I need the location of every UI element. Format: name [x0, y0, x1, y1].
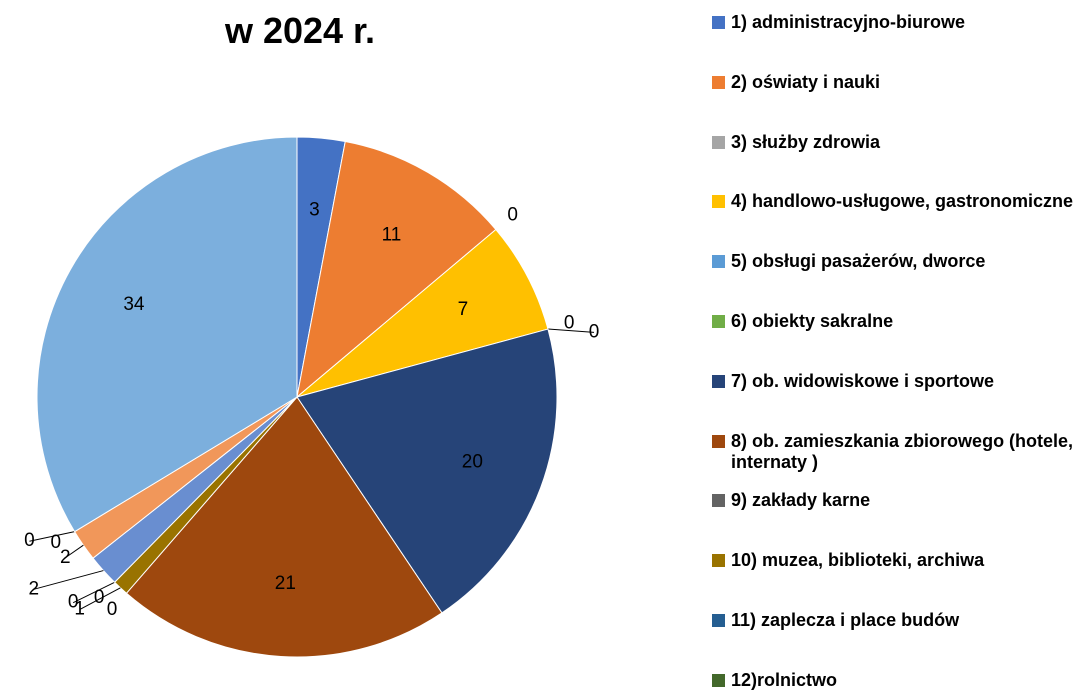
- legend-item: 5) obsługi pasażerów, dworce: [712, 251, 1082, 272]
- pie-slice: [36, 136, 298, 533]
- legend-label: 12)rolnictwo: [731, 669, 838, 690]
- legend-swatch: [712, 255, 725, 269]
- legend-swatch: [712, 673, 725, 687]
- leader-line: [79, 587, 121, 610]
- data-label: 2: [60, 547, 71, 568]
- data-label: 0: [50, 532, 61, 553]
- legend-label: 11) zaplecza i place budów: [731, 610, 960, 630]
- chart-title: w 2024 r.: [224, 10, 376, 51]
- data-label: 0: [68, 592, 79, 613]
- legend-swatch: [712, 494, 725, 508]
- legend-label: 5) obsługi pasażerów, dworce: [731, 251, 986, 272]
- legend-swatch: [712, 16, 725, 29]
- data-label: 0: [94, 587, 105, 608]
- data-label: 20: [462, 452, 483, 473]
- legend-label: 9) zakłady karne: [731, 490, 871, 511]
- pie-slice: [296, 328, 558, 614]
- legend-swatch: [712, 315, 725, 328]
- leader-line: [547, 328, 595, 333]
- data-label: 2: [28, 578, 39, 599]
- data-label: 7: [458, 299, 469, 320]
- legend-swatch: [712, 434, 725, 448]
- legend-swatch: [712, 75, 725, 89]
- pie-slice: [296, 228, 549, 398]
- legend-label: 6) obiekty sakralne: [731, 311, 894, 331]
- legend-item: 7) ob. widowiskowe i sportowe: [712, 371, 1082, 392]
- legend-label: 2) oświaty i nauki: [731, 71, 881, 92]
- data-label: 0: [589, 321, 600, 342]
- data-label: 1: [74, 599, 85, 620]
- legend-label: 1) administracyjno-biurowe: [731, 12, 966, 32]
- pie-slice: [125, 396, 443, 658]
- legend-item: 10) muzea, biblioteki, archiwa: [712, 550, 1082, 571]
- legend-label: 4) handlowo-usługowe, gastronomiczne: [731, 191, 1074, 212]
- legend-label: 10) muzea, biblioteki, archiwa: [731, 550, 985, 571]
- legend-label: 7) ob. widowiskowe i sportowe: [731, 370, 995, 391]
- legend-item: 9) zakłady karne: [712, 490, 1082, 511]
- legend-label: 3) służby zdrowia: [731, 131, 881, 152]
- legend-swatch: [712, 554, 725, 568]
- legend-swatch: [712, 195, 725, 209]
- data-label: 11: [382, 224, 402, 245]
- legend-item: 3) służby zdrowia: [712, 132, 1082, 153]
- leader-line: [72, 581, 115, 604]
- legend-item: 4) handlowo-usługowe, gastronomiczne: [712, 191, 1082, 212]
- pie-slice: [296, 140, 497, 399]
- leader-line: [65, 544, 84, 559]
- data-label: 34: [123, 294, 145, 315]
- legend-label: 8) ob. zamieszkania zbiorowego (hotele, …: [731, 430, 1074, 472]
- data-label: 0: [107, 599, 118, 620]
- data-label: 0: [24, 530, 35, 551]
- data-label: 3: [309, 200, 320, 221]
- data-label: 0: [507, 204, 518, 225]
- legend-swatch: [712, 135, 725, 149]
- legend-item: 8) ob. zamieszkania zbiorowego (hotele, …: [712, 431, 1082, 473]
- leader-line: [29, 531, 75, 542]
- data-label: 21: [275, 573, 296, 594]
- legend-item: 1) administracyjno-biurowe: [712, 12, 1082, 33]
- legend-item: 11) zaplecza i place budów: [712, 610, 1082, 631]
- legend-item: 2) oświaty i nauki: [712, 72, 1082, 93]
- legend-swatch: [712, 374, 725, 388]
- leader-line: [33, 570, 104, 590]
- data-label: 0: [564, 312, 575, 333]
- legend-item: 12)rolnictwo: [712, 670, 1082, 691]
- legend-swatch: [712, 614, 725, 627]
- legend-item: 6) obiekty sakralne: [712, 311, 1082, 332]
